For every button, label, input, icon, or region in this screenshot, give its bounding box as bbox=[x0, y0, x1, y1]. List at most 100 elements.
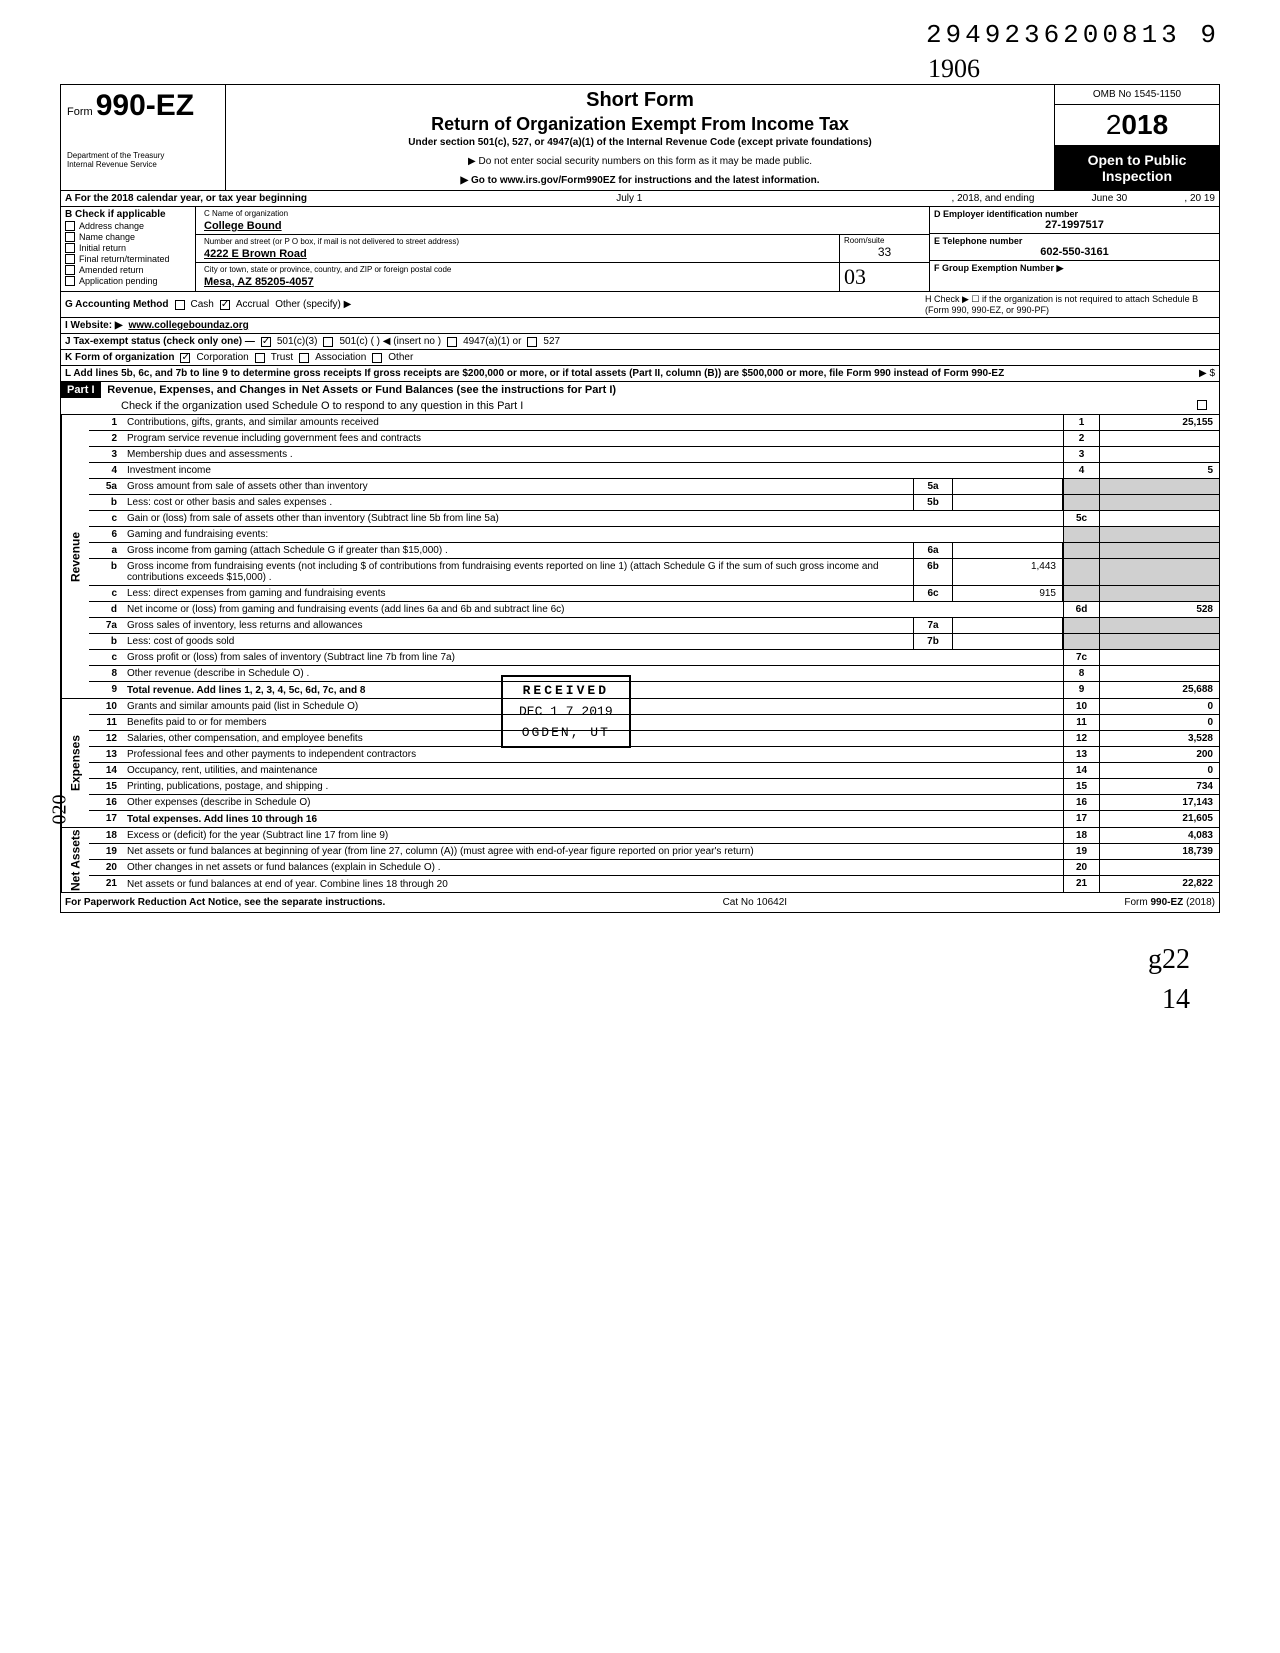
line-15-desc: Printing, publications, postage, and shi… bbox=[123, 779, 1063, 794]
line-4-num: 4 bbox=[1063, 463, 1099, 478]
line-2-num: 2 bbox=[1063, 431, 1099, 446]
header-right: OMB No 1545-1150 2018 Open to Public Ins… bbox=[1054, 85, 1219, 190]
form-number: 990-EZ bbox=[96, 89, 194, 122]
line-19-desc: Net assets or fund balances at beginning… bbox=[123, 844, 1063, 859]
instructions-link: ▶ Go to www.irs.gov/Form990EZ for instru… bbox=[234, 175, 1046, 186]
omb-number: OMB No 1545-1150 bbox=[1055, 85, 1219, 105]
line-5a-num: 5a bbox=[913, 479, 953, 494]
form-footer: For Paperwork Reduction Act Notice, see … bbox=[61, 892, 1219, 912]
form-prefix: Form bbox=[67, 106, 93, 118]
room-suite: 33 bbox=[844, 245, 925, 259]
line-21-num: 21 bbox=[1063, 876, 1099, 892]
line-8-val bbox=[1099, 666, 1219, 681]
line-13-desc: Professional fees and other payments to … bbox=[123, 747, 1063, 762]
line-7c-num: 7c bbox=[1063, 650, 1099, 665]
ck-4947[interactable] bbox=[447, 337, 457, 347]
line-1-val: 25,155 bbox=[1099, 415, 1219, 430]
line-7a-desc: Gross sales of inventory, less returns a… bbox=[123, 618, 913, 633]
k-label: K Form of organization bbox=[65, 352, 174, 363]
ck-cash[interactable] bbox=[175, 300, 185, 310]
line-14-num: 14 bbox=[1063, 763, 1099, 778]
footer-form-year: (2018) bbox=[1183, 897, 1215, 908]
phone: 602-550-3161 bbox=[934, 246, 1215, 258]
part1-label: Part I bbox=[61, 382, 101, 398]
data-sections: Revenue 1Contributions, gifts, grants, a… bbox=[61, 415, 1219, 892]
line-15-val: 734 bbox=[1099, 779, 1219, 794]
received-date: DEC 1 7 2019 bbox=[519, 704, 613, 719]
hand-14: 14 bbox=[60, 984, 1220, 1016]
ck-final-return[interactable] bbox=[65, 254, 75, 264]
ck-initial-return[interactable] bbox=[65, 243, 75, 253]
hand-03: 03 bbox=[844, 264, 925, 290]
line-5b-num: 5b bbox=[913, 495, 953, 510]
line-i: I Website: ▶ www.collegeboundaz.org bbox=[61, 318, 1219, 334]
ssn-warning: ▶ Do not enter social security numbers o… bbox=[234, 156, 1046, 167]
line-13-num: 13 bbox=[1063, 747, 1099, 762]
ck-name-change[interactable] bbox=[65, 232, 75, 242]
received-location: OGDEN, UT bbox=[519, 725, 613, 740]
ck-501c[interactable] bbox=[323, 337, 333, 347]
line-5c-val bbox=[1099, 511, 1219, 526]
form-subtitle: Under section 501(c), 527, or 4947(a)(1)… bbox=[234, 137, 1046, 148]
line-7a-num: 7a bbox=[913, 618, 953, 633]
line-4-desc: Investment income bbox=[123, 463, 1063, 478]
header-center: Short Form Return of Organization Exempt… bbox=[226, 85, 1054, 190]
form-990ez: Form 990-EZ Department of the Treasury I… bbox=[60, 84, 1220, 913]
footer-form-no: 990-EZ bbox=[1151, 897, 1184, 908]
entity-block: B Check if applicable Address change Nam… bbox=[61, 207, 1219, 292]
i-label: I Website: ▶ bbox=[65, 320, 123, 331]
line-6a-val bbox=[953, 543, 1063, 558]
ck-corp[interactable] bbox=[180, 353, 190, 363]
line-7b-val bbox=[953, 634, 1063, 649]
hand-number-top: 1906 bbox=[60, 54, 1220, 84]
line-j: J Tax-exempt status (check only one) — 5… bbox=[61, 334, 1219, 350]
lbl-501c: 501(c) ( ) ◀ (insert no ) bbox=[339, 336, 441, 347]
line-5a-desc: Gross amount from sale of assets other t… bbox=[123, 479, 913, 494]
line-14-desc: Occupancy, rent, utilities, and maintena… bbox=[123, 763, 1063, 778]
line-a-begin: July 1 bbox=[307, 193, 952, 204]
dln-stamp: 2949236200813 9 bbox=[60, 20, 1220, 50]
ck-assoc[interactable] bbox=[299, 353, 309, 363]
ck-amended[interactable] bbox=[65, 265, 75, 275]
line-5a-val bbox=[953, 479, 1063, 494]
side-revenue: Revenue bbox=[61, 415, 89, 698]
d-label: D Employer identification number bbox=[934, 209, 1215, 219]
line-17-num: 17 bbox=[1063, 811, 1099, 827]
ck-schedule-o[interactable] bbox=[1197, 400, 1207, 410]
line-21-desc: Net assets or fund balances at end of ye… bbox=[123, 876, 1063, 892]
line-17-desc: Total expenses. Add lines 10 through 16 bbox=[123, 811, 1063, 827]
ck-501c3[interactable] bbox=[261, 337, 271, 347]
line-8-num: 8 bbox=[1063, 666, 1099, 681]
lbl-cash: Cash bbox=[191, 299, 214, 310]
line-18-desc: Excess or (deficit) for the year (Subtra… bbox=[123, 828, 1063, 843]
ck-app-pending[interactable] bbox=[65, 276, 75, 286]
open-to-public: Open to Public Inspection bbox=[1055, 146, 1219, 190]
line-6c-val: 915 bbox=[953, 586, 1063, 601]
line-6a-num: 6a bbox=[913, 543, 953, 558]
hand-020: 020 bbox=[49, 825, 72, 925]
form-title: Return of Organization Exempt From Incom… bbox=[234, 114, 1046, 135]
line-2-desc: Program service revenue including govern… bbox=[123, 431, 1063, 446]
lbl-accrual: Accrual bbox=[236, 299, 269, 310]
line-1-desc: Contributions, gifts, grants, and simila… bbox=[123, 415, 1063, 430]
ck-accrual[interactable] bbox=[220, 300, 230, 310]
line-7b-num: 7b bbox=[913, 634, 953, 649]
ck-address-change[interactable] bbox=[65, 221, 75, 231]
ck-other-org[interactable] bbox=[372, 353, 382, 363]
f-label: F Group Exemption Number ▶ bbox=[934, 263, 1215, 274]
ck-527[interactable] bbox=[527, 337, 537, 347]
lbl-final-return: Final return/terminated bbox=[79, 254, 170, 264]
line-6b-desc: Gross income from fundraising events (no… bbox=[123, 559, 913, 585]
h-label: H Check ▶ ☐ if the organization is not r… bbox=[925, 294, 1215, 315]
year-2: 2 bbox=[1106, 109, 1122, 140]
line-7b-desc: Less: cost of goods sold bbox=[123, 634, 913, 649]
line-16-desc: Other expenses (describe in Schedule O) bbox=[123, 795, 1063, 810]
footer-form-prefix: Form bbox=[1124, 897, 1150, 908]
line-16-val: 17,143 bbox=[1099, 795, 1219, 810]
line-10-num: 10 bbox=[1063, 699, 1099, 714]
line-20-desc: Other changes in net assets or fund bala… bbox=[123, 860, 1063, 875]
form-header: Form 990-EZ Department of the Treasury I… bbox=[61, 85, 1219, 191]
lbl-initial-return: Initial return bbox=[79, 243, 126, 253]
ck-trust[interactable] bbox=[255, 353, 265, 363]
line-15-num: 15 bbox=[1063, 779, 1099, 794]
